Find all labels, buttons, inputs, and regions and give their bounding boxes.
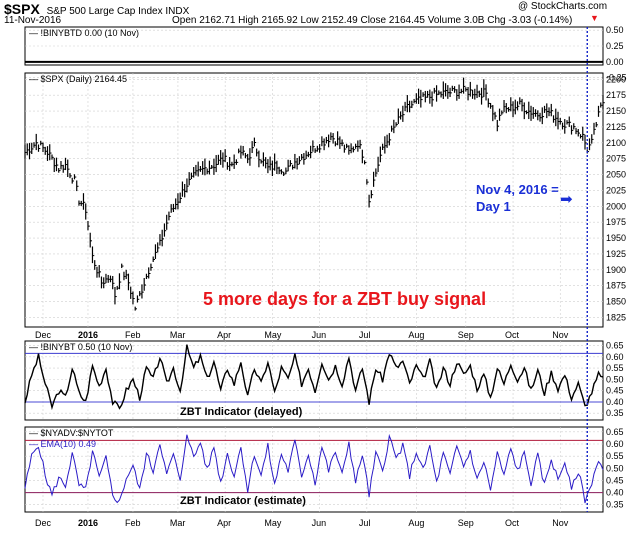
x-tick-label: Dec bbox=[35, 518, 52, 528]
y-tick-label: 1900 bbox=[606, 265, 626, 275]
y-tick-label: 0.65 bbox=[606, 341, 624, 351]
x-tick-label: Jul bbox=[359, 518, 371, 528]
zbt-estimate-panel-frame bbox=[24, 426, 604, 513]
x-tick-label: May bbox=[264, 330, 282, 340]
x-tick-label: Apr bbox=[217, 518, 231, 528]
y-tick-label: 0.00 bbox=[606, 57, 624, 67]
zbt-series-line bbox=[24, 433, 604, 504]
x-tick-label: Oct bbox=[505, 518, 520, 528]
y-tick-label: 2175 bbox=[606, 90, 626, 100]
panel-legend: — $NYADV:$NYTOT bbox=[29, 428, 114, 438]
y-tick-label: 1950 bbox=[606, 233, 626, 243]
chart-date: 11-Nov-2016 bbox=[4, 15, 62, 26]
x-tick-label: Sep bbox=[458, 518, 474, 528]
y-tick-label: 2125 bbox=[606, 122, 626, 132]
annotation-day-one-date: Nov 4, 2016 = bbox=[476, 182, 559, 197]
ohlc-readout: Open 2162.71 High 2165.92 Low 2152.49 Cl… bbox=[172, 15, 573, 26]
zbt-series-line bbox=[24, 344, 604, 411]
symbol-text: $SPX bbox=[4, 1, 40, 17]
y-tick-label: 0.35 bbox=[606, 408, 624, 418]
y-tick-label: 2050 bbox=[606, 170, 626, 180]
x-tick-label: Mar bbox=[170, 330, 186, 340]
x-tick-label: Jun bbox=[312, 518, 327, 528]
y-tick-label: 2150 bbox=[606, 106, 626, 116]
zbt-delayed-panel-frame bbox=[24, 340, 604, 421]
y-tick-label: 0.50 bbox=[606, 374, 624, 384]
price-panel-frame bbox=[24, 72, 604, 328]
y-tick-label: 0.40 bbox=[606, 488, 624, 498]
y-tick-label: 2025 bbox=[606, 185, 626, 195]
y-tick-label: 2000 bbox=[606, 201, 626, 211]
watermark: @ StockCharts.com bbox=[518, 1, 608, 12]
x-tick-label: Oct bbox=[505, 330, 520, 340]
x-tick-label: Aug bbox=[408, 330, 424, 340]
y-tick-label: 1925 bbox=[606, 249, 626, 259]
series-legend: — EMA(10) 0.49 bbox=[29, 439, 96, 449]
panel-legend: — !BINYBT 0.50 (10 Nov) bbox=[29, 342, 132, 352]
y-tick-label: 0.40 bbox=[606, 397, 624, 407]
y-tick-label: -0.25 bbox=[606, 73, 627, 83]
y-tick-label: 0.60 bbox=[606, 439, 624, 449]
x-tick-label: Feb bbox=[125, 330, 141, 340]
x-tick-label: Apr bbox=[217, 330, 231, 340]
x-tick-label: May bbox=[264, 518, 282, 528]
x-tick-label: Dec bbox=[35, 330, 52, 340]
y-tick-label: 1850 bbox=[606, 297, 626, 307]
y-tick-label: 0.35 bbox=[606, 500, 624, 510]
x-tick-label: Nov bbox=[552, 518, 569, 528]
x-tick-label: Nov bbox=[552, 330, 569, 340]
y-tick-label: 0.55 bbox=[606, 451, 624, 461]
y-tick-label: 0.50 bbox=[606, 463, 624, 473]
down-arrow-icon: ▼ bbox=[590, 13, 599, 23]
y-tick-label: 0.45 bbox=[606, 475, 624, 485]
indicator-caption: ZBT Indicator (estimate) bbox=[180, 495, 306, 507]
indicator-caption: ZBT Indicator (delayed) bbox=[180, 406, 303, 418]
y-tick-label: 1825 bbox=[606, 312, 626, 322]
symbol-label: $SPX S&P 500 Large Cap Index INDX bbox=[4, 1, 189, 17]
y-tick-label: 0.45 bbox=[606, 386, 624, 396]
y-tick-label: 1975 bbox=[606, 217, 626, 227]
x-tick-label: Jun bbox=[312, 330, 327, 340]
index-name: S&P 500 Large Cap Index INDX bbox=[46, 6, 190, 17]
annotation-zbt-countdown: 5 more days for a ZBT buy signal bbox=[203, 289, 486, 309]
y-tick-label: 0.60 bbox=[606, 352, 624, 362]
y-tick-label: 0.55 bbox=[606, 363, 624, 373]
y-tick-label: 2200 bbox=[606, 74, 626, 84]
arrow-right-icon: ➡ bbox=[560, 191, 573, 208]
y-tick-label: 0.50 bbox=[606, 25, 624, 35]
panel-legend: — $SPX (Daily) 2164.45 bbox=[29, 74, 127, 84]
x-tick-label: Mar bbox=[170, 518, 186, 528]
x-tick-label: Feb bbox=[125, 518, 141, 528]
y-tick-label: 2100 bbox=[606, 138, 626, 148]
x-tick-label: 2016 bbox=[78, 330, 98, 340]
x-tick-label: 2016 bbox=[78, 518, 98, 528]
y-tick-label: 0.25 bbox=[606, 41, 624, 51]
price-bars bbox=[24, 77, 605, 311]
panel-legend: — !BINYBTD 0.00 (10 Nov) bbox=[29, 28, 139, 38]
y-tick-label: 1875 bbox=[606, 281, 626, 291]
y-tick-label: 0.65 bbox=[606, 427, 624, 437]
x-tick-label: Sep bbox=[458, 330, 474, 340]
y-tick-label: 2075 bbox=[606, 154, 626, 164]
x-tick-label: Aug bbox=[408, 518, 424, 528]
annotation-day-one: Day 1 bbox=[476, 199, 511, 214]
x-tick-label: Jul bbox=[359, 330, 371, 340]
